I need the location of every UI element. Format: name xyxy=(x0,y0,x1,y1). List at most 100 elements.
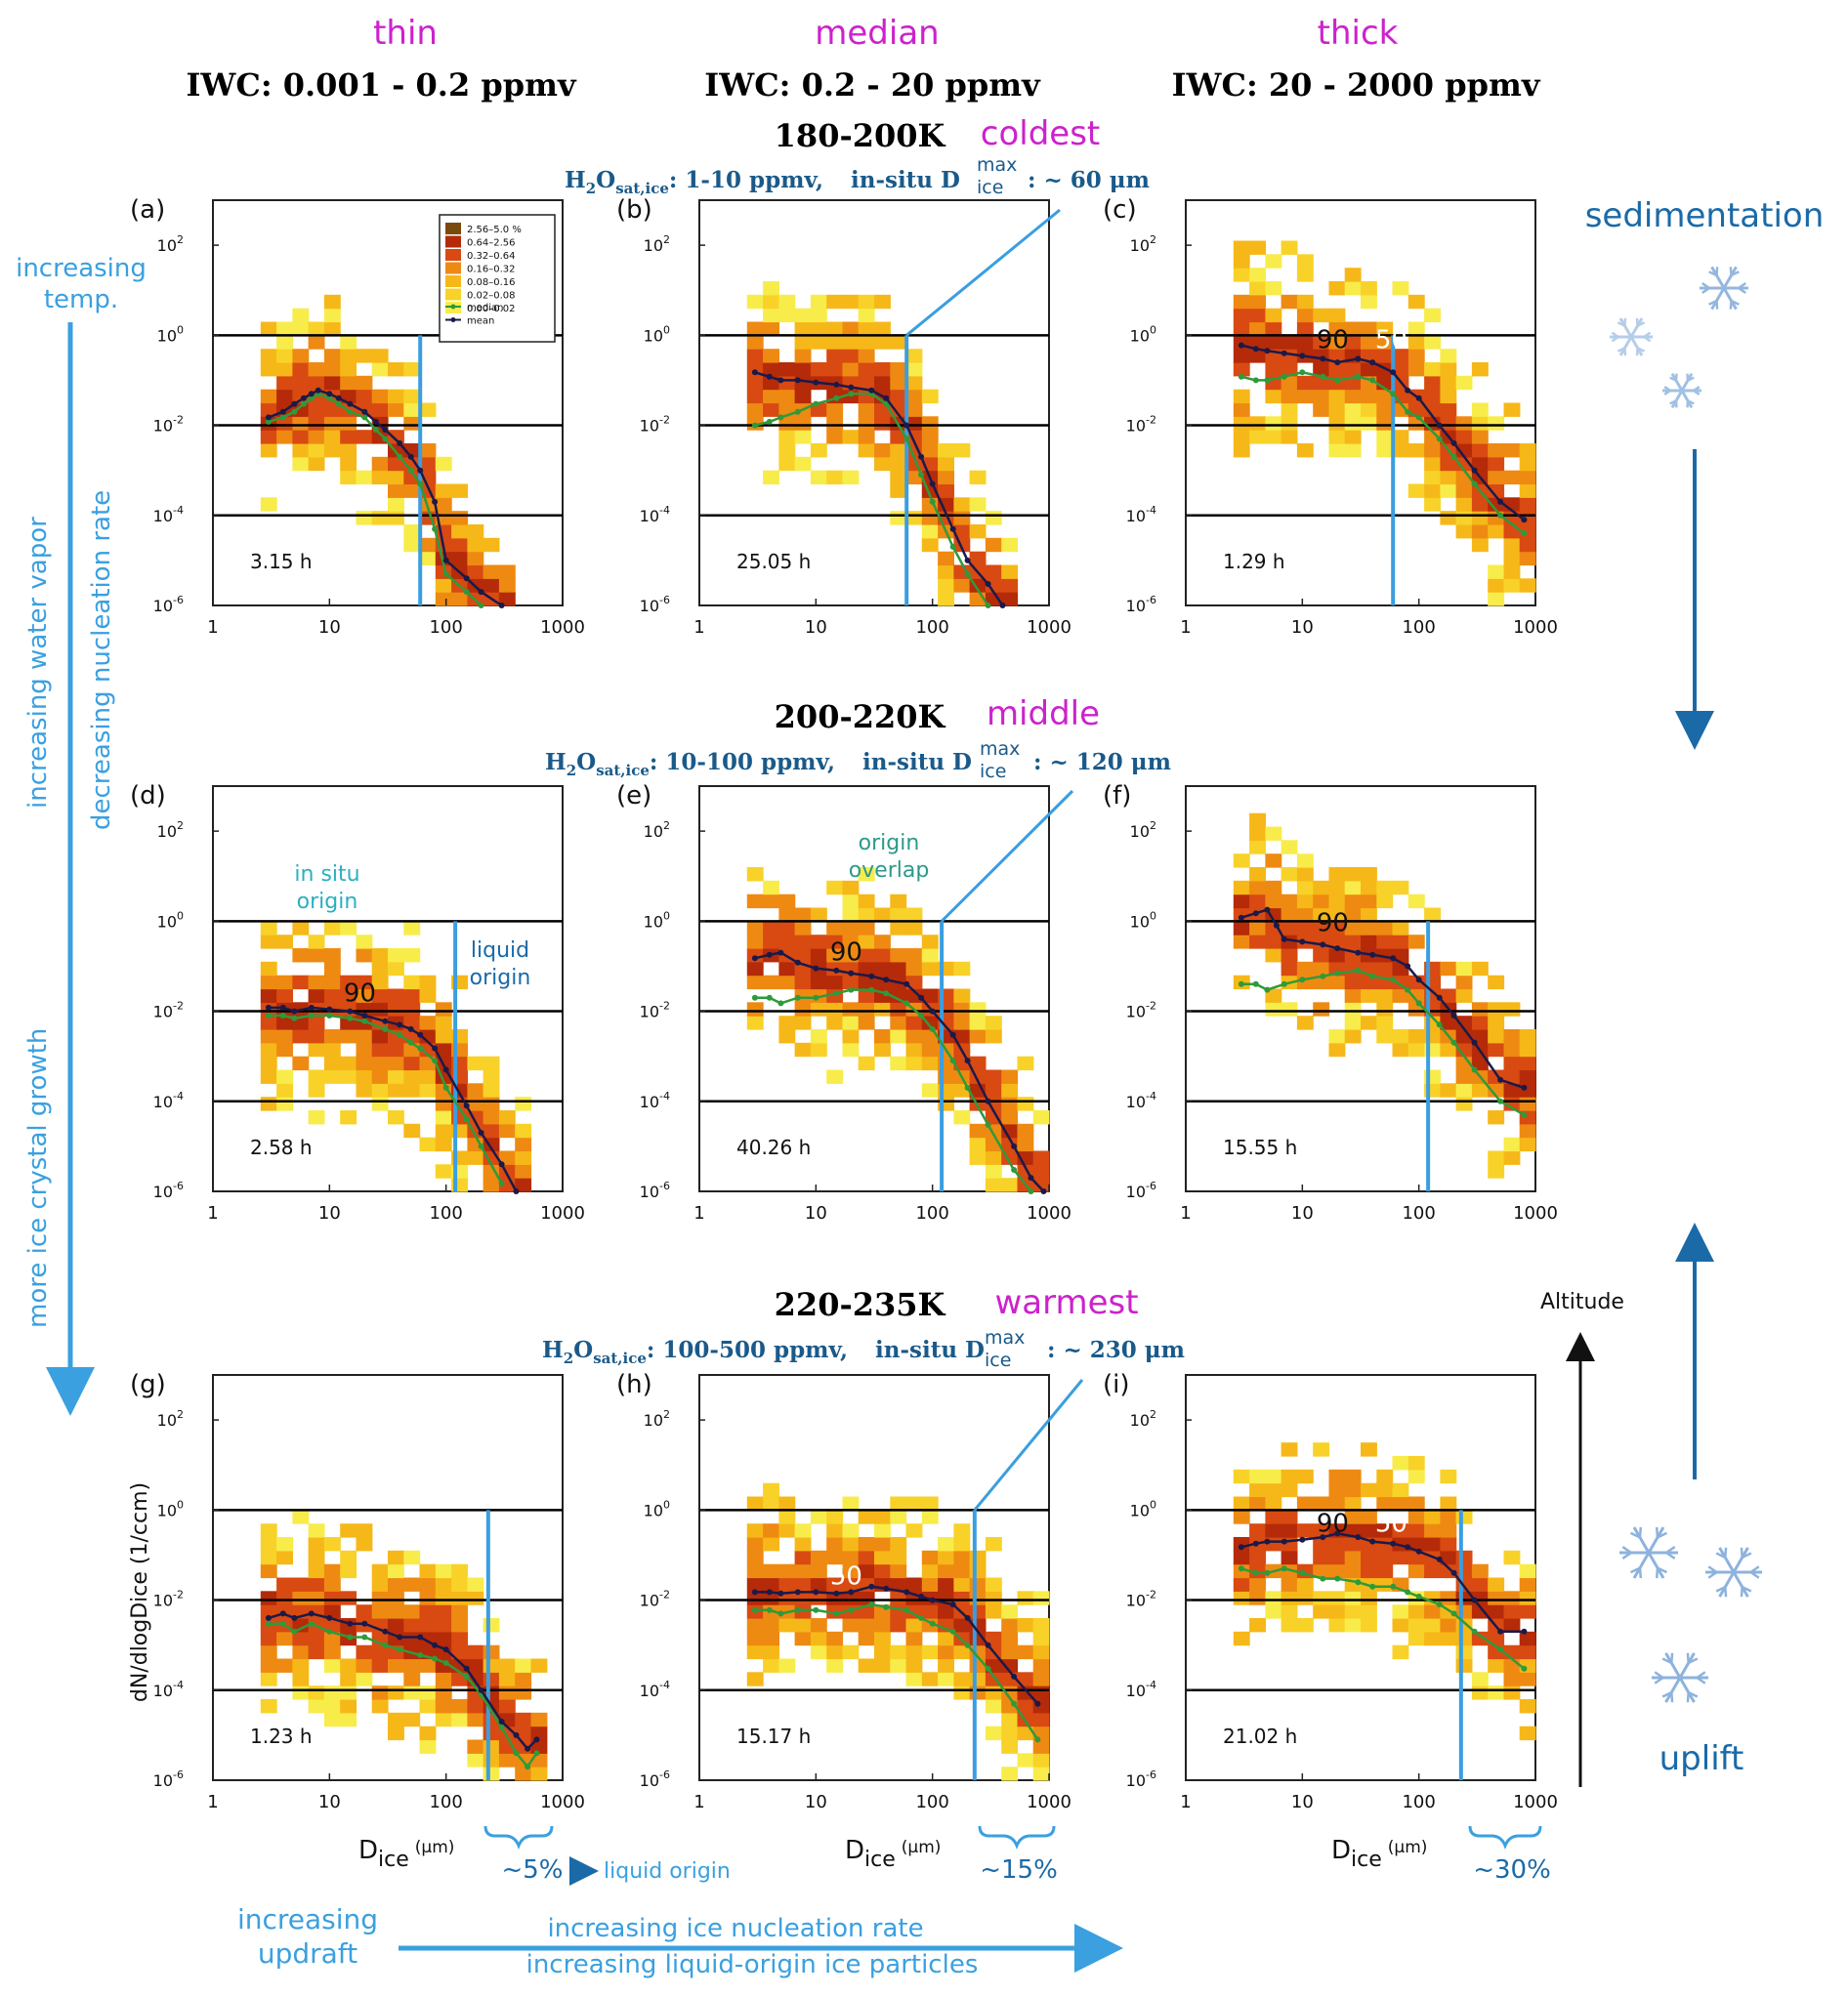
median-point xyxy=(868,1602,875,1607)
heat-cell xyxy=(1281,1469,1298,1484)
heat-cell xyxy=(308,1110,325,1125)
heat-cell xyxy=(874,1510,891,1524)
heat-cell xyxy=(403,1604,421,1619)
heat-cell xyxy=(826,1523,844,1538)
y-tick-label: 10-6 xyxy=(640,594,670,615)
heat-cell xyxy=(356,1523,373,1538)
heat-cell xyxy=(842,1016,860,1030)
heat-cell xyxy=(842,470,860,485)
heat-cell xyxy=(1233,935,1250,949)
heat-cell xyxy=(1455,1042,1473,1058)
heat-cell xyxy=(1519,1604,1536,1619)
y-tick-exponent: -4 xyxy=(173,1090,184,1103)
median-point xyxy=(848,1606,855,1613)
pct-h: ~15% xyxy=(980,1855,1058,1885)
heat-cell xyxy=(451,592,468,606)
y-tick-exponent: 2 xyxy=(663,1408,670,1421)
heat-cell xyxy=(1440,402,1457,417)
more-ice-crystal-growth: more ice crystal growth xyxy=(23,1028,53,1328)
median-point xyxy=(279,414,286,421)
heat-cell xyxy=(1519,1083,1536,1098)
heat-cell xyxy=(435,592,452,606)
heat-cell xyxy=(985,1604,1002,1619)
heat-cell xyxy=(1281,430,1298,444)
heat-cell xyxy=(1424,430,1441,444)
median-point xyxy=(929,1025,936,1032)
y-tick-label: 100 xyxy=(157,1498,184,1519)
heat-cell xyxy=(419,1056,437,1071)
brace-g xyxy=(483,1825,554,1851)
heat-cell xyxy=(276,1591,293,1605)
median-point xyxy=(813,1606,819,1613)
snowflake-branch xyxy=(1707,1570,1718,1579)
mean-point xyxy=(463,1103,470,1109)
heat-cell xyxy=(1488,1016,1505,1030)
heat-cell xyxy=(292,1577,310,1592)
median-point xyxy=(1450,1610,1457,1617)
heat-cell xyxy=(1503,1137,1521,1152)
heat-cell xyxy=(1344,880,1362,895)
heat-cell xyxy=(969,1604,987,1619)
heat-cell xyxy=(746,1563,764,1579)
mean-point xyxy=(848,384,855,391)
heat-cell xyxy=(276,349,293,363)
median-point xyxy=(291,1015,298,1021)
median-point xyxy=(833,395,840,401)
median-point xyxy=(291,1628,298,1635)
heat-cell xyxy=(874,335,891,350)
median-point xyxy=(1264,1569,1271,1576)
column-iwc-median: IWC: 0.2 - 20 ppmv xyxy=(704,66,1041,104)
heat-cell xyxy=(1424,1591,1441,1605)
mean-point xyxy=(291,400,298,407)
heat-cell xyxy=(1488,416,1505,431)
heat-cell xyxy=(1001,1618,1019,1633)
y-tick-label: 10-4 xyxy=(640,1679,670,1700)
heat-cell xyxy=(921,524,939,539)
legend-entry: 2.56–5.0 % xyxy=(467,225,522,235)
heat-cell xyxy=(388,1604,404,1619)
snowflake-icon xyxy=(1652,1652,1708,1703)
heat-cell xyxy=(1407,321,1425,336)
heat-cell xyxy=(1296,335,1314,350)
heat-cell xyxy=(1488,524,1505,539)
heat-cell xyxy=(403,988,421,1003)
mean-point xyxy=(1334,359,1341,366)
heat-cell xyxy=(810,470,827,485)
heat-cell xyxy=(905,948,923,963)
heat-cell xyxy=(794,335,812,350)
heat-cell xyxy=(308,443,325,458)
mean-point xyxy=(918,1593,925,1600)
median-point xyxy=(326,1013,333,1019)
heat-cell xyxy=(292,1591,310,1605)
mean-point xyxy=(964,1614,971,1621)
heat-cell xyxy=(403,1083,421,1098)
heat-cell xyxy=(323,1604,341,1619)
heat-cell xyxy=(1296,1469,1314,1484)
heat-cell xyxy=(419,402,437,417)
mean-point xyxy=(1415,395,1422,401)
mean-point xyxy=(999,603,1006,608)
median-point xyxy=(1390,1583,1397,1590)
median-point xyxy=(1369,377,1376,384)
y-tick-label: 100 xyxy=(644,1498,670,1519)
heat-cell xyxy=(794,1563,812,1579)
heat-cell xyxy=(260,1672,277,1686)
heat-cell xyxy=(778,1029,796,1044)
heat-cell xyxy=(308,935,325,949)
heat-cell xyxy=(905,416,923,431)
heat-cell xyxy=(388,1712,404,1727)
snowflake-branch xyxy=(1707,1565,1718,1574)
legend-entry: 0.64–2.56 xyxy=(467,238,516,249)
heat-cell xyxy=(921,1083,939,1098)
y-tick-exponent: 0 xyxy=(1150,909,1156,922)
median-point xyxy=(478,1143,484,1149)
heat-cell xyxy=(1503,564,1521,579)
x-tick-label: 1000 xyxy=(1513,617,1558,638)
heat-cell xyxy=(921,537,939,553)
mean-point xyxy=(432,1045,439,1052)
heat-cell xyxy=(1233,308,1250,323)
mean-point xyxy=(1238,1544,1244,1551)
heat-cell xyxy=(1344,1002,1362,1017)
heat-cell xyxy=(842,880,860,895)
heat-cell xyxy=(985,511,1002,525)
